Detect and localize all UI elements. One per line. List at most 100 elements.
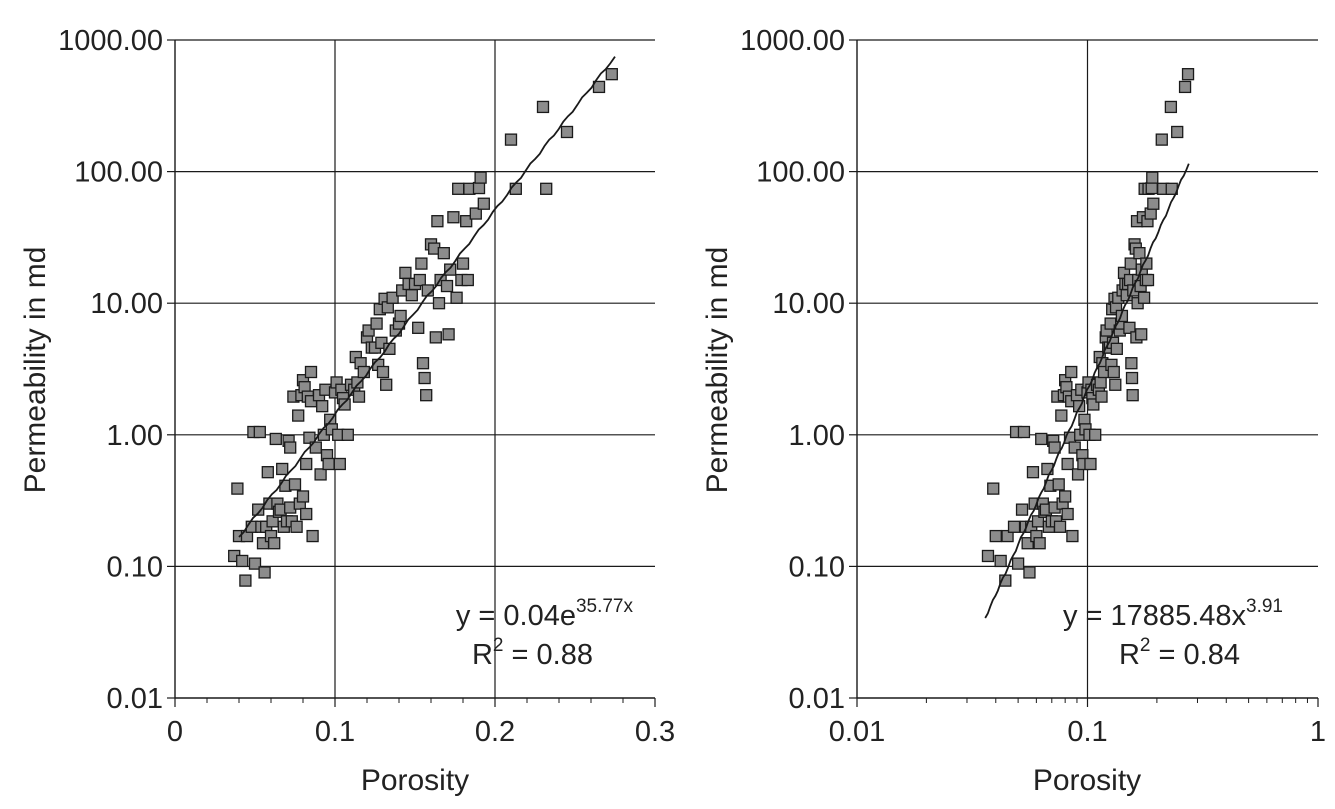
data-point <box>1066 529 1079 543</box>
x-tick-label: 0.1 <box>1067 716 1107 748</box>
x-tick-label: 0.2 <box>475 716 515 748</box>
data-point <box>333 457 346 471</box>
data-point <box>1021 537 1034 550</box>
data-point <box>1026 466 1040 479</box>
data-point <box>429 331 442 344</box>
r2-sup: 2 <box>1140 635 1151 656</box>
data-point <box>472 181 486 195</box>
data-point <box>1061 507 1074 521</box>
data-point <box>447 211 460 224</box>
data-point <box>1033 537 1046 550</box>
minor-ticks <box>925 698 1308 703</box>
data-point <box>258 566 271 579</box>
data-point <box>1107 365 1120 379</box>
data-point <box>1094 376 1107 389</box>
data-point <box>1141 273 1155 287</box>
data-point <box>1109 378 1122 391</box>
data-point <box>456 257 470 270</box>
data-point <box>284 441 297 454</box>
data-point <box>1052 478 1065 491</box>
data-point <box>981 549 995 563</box>
data-point <box>306 529 319 543</box>
data-point <box>432 297 446 310</box>
r-squared: R2 = 0.88 <box>472 635 593 671</box>
data-point <box>231 482 244 495</box>
y-tick-label: 1.00 <box>107 420 163 452</box>
data-point <box>322 457 335 471</box>
minor-ticks <box>206 698 624 703</box>
data-point <box>1061 457 1074 471</box>
data-point <box>1065 365 1078 379</box>
data-point <box>1133 247 1146 260</box>
data-point <box>536 100 550 114</box>
data-point <box>420 389 433 402</box>
data-point <box>376 365 390 379</box>
x-tick-labels: 0.01 0.1 1 <box>829 716 1326 748</box>
data-point <box>1011 557 1025 570</box>
data-point <box>431 215 444 228</box>
chart-linear-porosity: 0 0.1 0.2 0.3 0.01 0.10 1.00 10.00 100.00 1000.0… <box>19 25 675 797</box>
data-point <box>1084 457 1097 471</box>
data-point <box>314 468 327 481</box>
data-point <box>304 365 318 379</box>
data-point <box>450 291 463 304</box>
data-point <box>1110 342 1123 355</box>
fit-equation: y = 17885.48x3.91 <box>1063 596 1283 632</box>
data-point <box>1023 566 1036 579</box>
y-tick-label: 0.10 <box>107 551 163 583</box>
data-point <box>1181 68 1195 81</box>
data-point <box>1171 125 1184 139</box>
data-point <box>987 482 1000 495</box>
data-point <box>1123 321 1136 334</box>
data-point <box>1055 409 1068 422</box>
data-point <box>989 529 1002 543</box>
y-tick-label: 100.00 <box>756 157 845 189</box>
data-point <box>1071 468 1085 481</box>
data-point <box>1053 520 1067 533</box>
y-tick-label: 0.10 <box>789 551 845 583</box>
y-tick-label: 10.00 <box>772 288 845 320</box>
data-point <box>1147 197 1160 210</box>
axes <box>856 40 1318 699</box>
fit-equation: y = 0.04e35.77x <box>456 596 634 632</box>
x-tick-label: 0.1 <box>315 716 355 748</box>
data-point <box>469 207 482 220</box>
data-point <box>1125 357 1138 370</box>
data-point <box>994 554 1007 568</box>
data-point <box>300 507 313 521</box>
r2-suffix: = 0.88 <box>504 639 594 671</box>
data-point <box>253 425 266 439</box>
x-axis-title: Porosity <box>361 764 469 797</box>
data-point <box>1087 398 1100 411</box>
r2-prefix: R <box>472 639 493 671</box>
data-point <box>1007 520 1021 533</box>
data-point <box>276 462 289 476</box>
data-point <box>1001 529 1014 543</box>
data-point <box>1178 80 1192 94</box>
data-point <box>351 376 364 389</box>
x-tick-labels: 0 0.1 0.2 0.3 <box>167 716 675 748</box>
data-point <box>341 428 354 441</box>
data-point <box>261 466 274 479</box>
data-point <box>290 520 303 533</box>
data-point <box>592 80 606 94</box>
data-point <box>1155 133 1168 146</box>
data-point <box>288 478 302 491</box>
y-tick-label: 1.00 <box>789 420 845 452</box>
data-point <box>1068 441 1081 454</box>
data-points <box>228 68 618 587</box>
data-point <box>460 215 473 228</box>
data-point <box>1145 181 1158 195</box>
y-tick-labels: 0.01 0.10 1.00 10.00 100.00 1000.00 <box>740 25 845 715</box>
tick-marks <box>167 39 656 707</box>
data-point <box>399 266 412 280</box>
data-point <box>437 247 450 260</box>
r2-suffix: = 0.84 <box>1151 639 1241 671</box>
r2-prefix: R <box>1119 639 1140 671</box>
data-point <box>1164 100 1178 114</box>
data-point <box>1017 425 1031 439</box>
data-point <box>1015 503 1029 516</box>
data-point <box>1124 257 1137 270</box>
data-point <box>362 324 375 337</box>
equation-exponent: 3.91 <box>1246 596 1283 617</box>
